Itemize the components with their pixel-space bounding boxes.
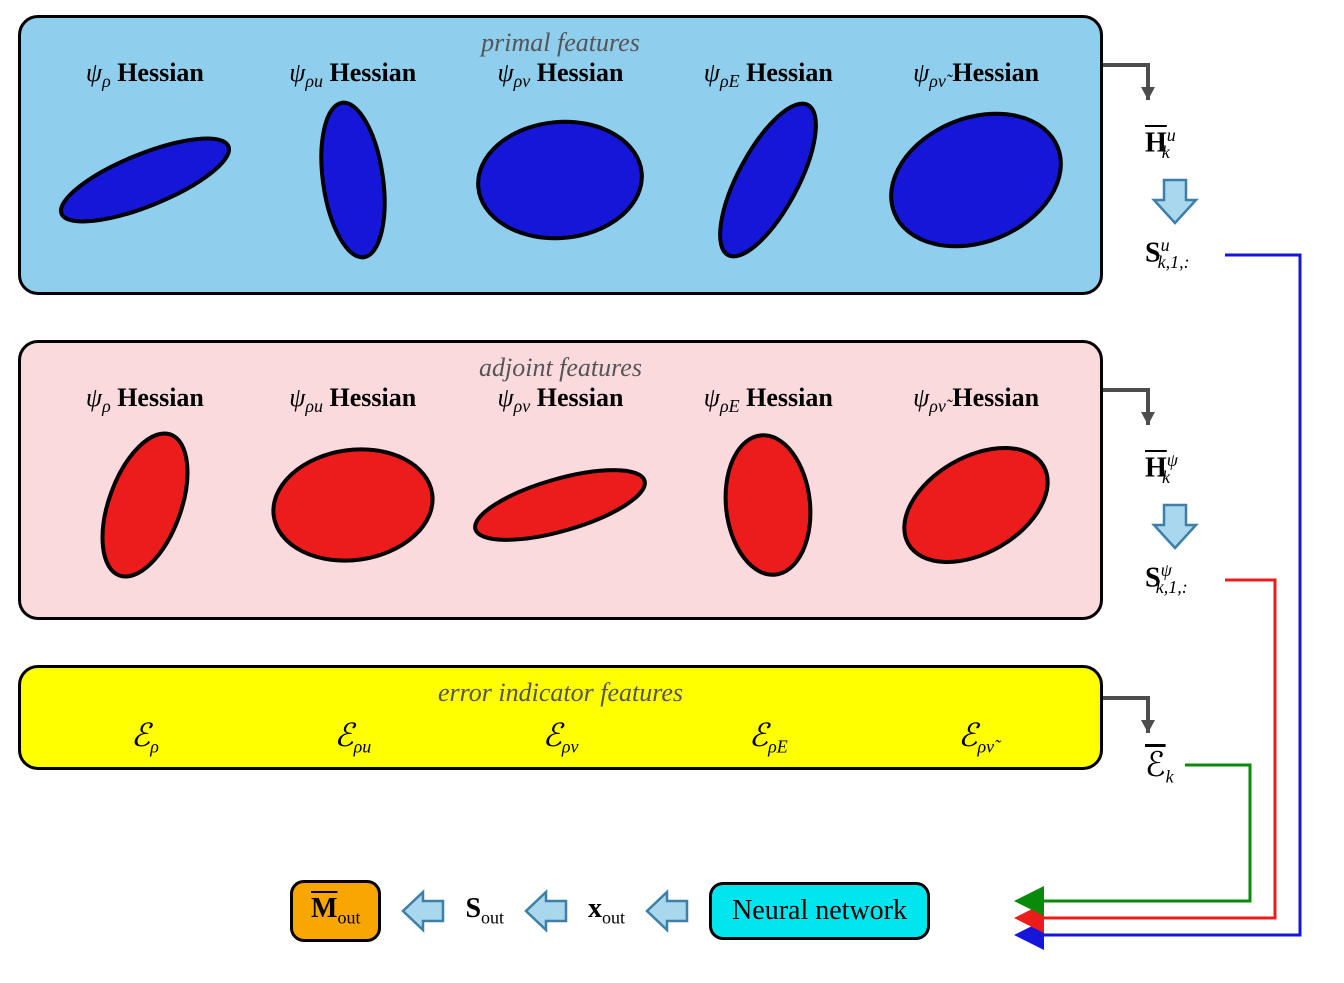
bottom-flow-row: Mout Sout xout Neural network [290,880,930,942]
hessian-ellipse [457,425,665,585]
error-indicator-label: ℰρE [664,716,872,758]
error-indicator-label: ℰρν̃ [872,716,1080,758]
primal-s-label: Suk,1,: [1145,235,1190,273]
error-ebar-label: ℰk [1145,745,1174,788]
adjoint-title: adjoint features [21,343,1100,383]
hessian-ellipse [872,425,1080,585]
hessian-cell: ψρv Hessian [457,58,665,260]
hessian-cell: ψρ Hessian [41,58,249,260]
m-out-box: Mout [290,880,381,942]
hessian-label: ψρv Hessian [457,58,665,92]
hessian-label: ψρE Hessian [664,383,872,417]
hessian-cell: ψρE Hessian [664,383,872,585]
error-indicator-label: ℰρv [457,716,665,758]
s-out-label: Sout [465,893,504,929]
hessian-ellipse [41,100,249,260]
error-features-panel: error indicator features ℰρℰρuℰρvℰρEℰρν̃ [18,665,1103,770]
hessian-ellipse [664,100,872,260]
hessian-label: ψρν̃ Hessian [872,383,1080,417]
hessian-cell: ψρu Hessian [249,383,457,585]
hessian-cell: ψρν̃ Hessian [872,383,1080,585]
primal-title: primal features [21,18,1100,58]
hessian-label: ψρ Hessian [41,58,249,92]
primal-hessian-row: ψρ Hessianψρu Hessianψρv HessianψρE Hess… [21,58,1100,260]
hessian-cell: ψρE Hessian [664,58,872,260]
hessian-label: ψρE Hessian [664,58,872,92]
hessian-label: ψρu Hessian [249,383,457,417]
primal-features-panel: primal features ψρ Hessianψρu Hessianψρv… [18,15,1103,295]
hessian-cell: ψρν̃ Hessian [872,58,1080,260]
left-arrow-icon [399,889,447,933]
hessian-cell: ψρ Hessian [41,383,249,585]
left-arrow-icon [643,889,691,933]
hessian-ellipse [249,100,457,260]
adjoint-big-arrow-icon [1150,500,1200,555]
error-row: ℰρℰρuℰρvℰρEℰρν̃ [21,708,1100,770]
hessian-label: ψρν̃ Hessian [872,58,1080,92]
hessian-label: ψρu Hessian [249,58,457,92]
error-indicator-label: ℰρu [249,716,457,758]
hessian-ellipse [872,100,1080,260]
hessian-label: ψρv Hessian [457,383,665,417]
error-indicator-label: ℰρ [41,716,249,758]
primal-big-arrow-icon [1150,175,1200,230]
adjoint-hbar-label: Hψk [1145,450,1170,488]
hessian-ellipse [664,425,872,585]
error-title: error indicator features [21,668,1100,708]
primal-hbar-label: Huk [1145,125,1170,163]
hessian-cell: ψρv Hessian [457,383,665,585]
hessian-label: ψρ Hessian [41,383,249,417]
hessian-ellipse [457,100,665,260]
adjoint-side-arrow [1103,380,1183,450]
neural-network-box: Neural network [709,882,930,940]
primal-side-arrow [1103,55,1183,125]
left-arrow-icon [522,889,570,933]
x-out-label: xout [588,893,625,929]
hessian-ellipse [249,425,457,585]
adjoint-s-label: Sψk,1,: [1145,560,1188,598]
hessian-ellipse [41,425,249,585]
adjoint-features-panel: adjoint features ψρ Hessianψρu Hessianψρ… [18,340,1103,620]
hessian-cell: ψρu Hessian [249,58,457,260]
adjoint-hessian-row: ψρ Hessianψρu Hessianψρv HessianψρE Hess… [21,383,1100,585]
